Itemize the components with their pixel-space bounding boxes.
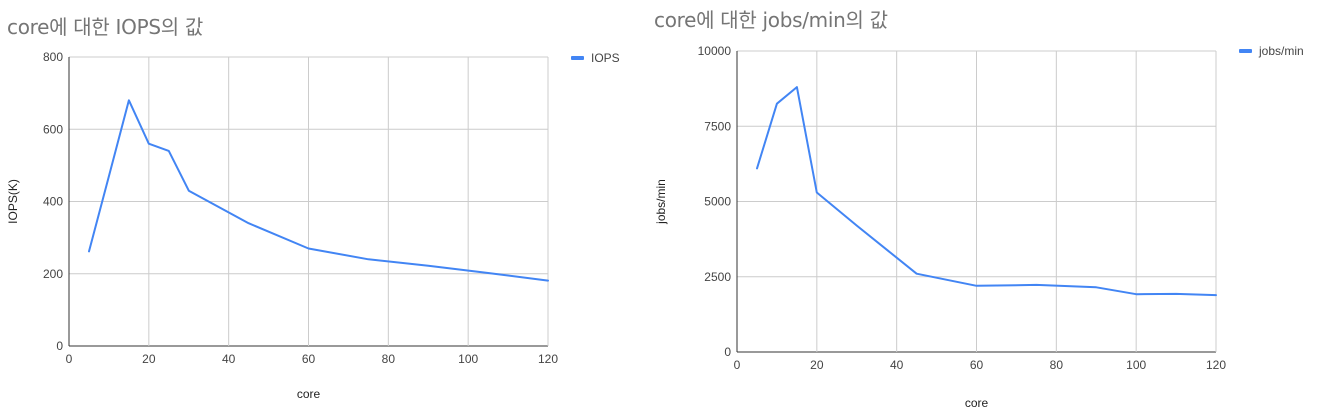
x-tick-label: 60 bbox=[970, 358, 984, 372]
y-axis-title: jobs/min bbox=[654, 179, 668, 225]
x-axis-title: core bbox=[297, 387, 321, 401]
y-axis-title: IOPS(K) bbox=[6, 179, 20, 224]
y-tick-label: 400 bbox=[43, 195, 63, 209]
legend-swatch bbox=[571, 56, 584, 60]
x-tick-label: 0 bbox=[734, 358, 741, 372]
x-tick-label: 40 bbox=[222, 352, 236, 366]
jobs-chart-svg: 0 2500 5000 7500 10000 0 20 40 60 80 100 120 core job… bbox=[654, 44, 1304, 410]
x-tick-label: 20 bbox=[142, 352, 156, 366]
y-tick-label: 200 bbox=[43, 267, 63, 281]
y-tick-label: 600 bbox=[43, 122, 63, 136]
iops-chart-svg: 0 200 400 600 800 0 20 40 60 80 100 120 core IOPS(K) I… bbox=[6, 50, 620, 401]
x-tick-label: 60 bbox=[302, 352, 316, 366]
y-tick-label: 0 bbox=[56, 339, 63, 353]
iops-chart-panel: core에 대한 IOPS의 값 0 200 400 600 800 0 20 40 60 80 1… bbox=[0, 0, 650, 418]
y-tick-label: 5000 bbox=[704, 195, 731, 209]
x-tick-label: 20 bbox=[810, 358, 824, 372]
x-tick-label: 120 bbox=[1206, 358, 1226, 372]
y-tick-label: 2500 bbox=[704, 270, 731, 284]
chart-title: core에 대한 IOPS의 값 bbox=[7, 15, 203, 39]
y-tick-label: 7500 bbox=[704, 119, 731, 133]
jobs-chart-panel: core에 대한 jobs/min의 값 0 2500 5000 7500 10000 0… bbox=[650, 0, 1325, 418]
x-tick-label: 120 bbox=[538, 352, 558, 366]
legend-label: jobs/min bbox=[1258, 44, 1304, 58]
y-tick-label: 10000 bbox=[698, 44, 732, 58]
y-tick-label: 0 bbox=[724, 345, 731, 359]
x-axis-title: core bbox=[965, 396, 989, 410]
x-tick-label: 80 bbox=[1050, 358, 1064, 372]
x-tick-label: 40 bbox=[890, 358, 904, 372]
chart-title: core에 대한 jobs/min의 값 bbox=[654, 8, 888, 32]
x-tick-label: 100 bbox=[458, 352, 478, 366]
y-tick-label: 800 bbox=[43, 50, 63, 64]
x-tick-label: 100 bbox=[1126, 358, 1146, 372]
x-tick-label: 80 bbox=[382, 352, 396, 366]
x-tick-label: 0 bbox=[66, 352, 73, 366]
series-line bbox=[88, 99, 549, 282]
series-line bbox=[756, 86, 1217, 297]
legend-label: IOPS bbox=[591, 51, 620, 65]
legend-swatch bbox=[1239, 49, 1252, 53]
